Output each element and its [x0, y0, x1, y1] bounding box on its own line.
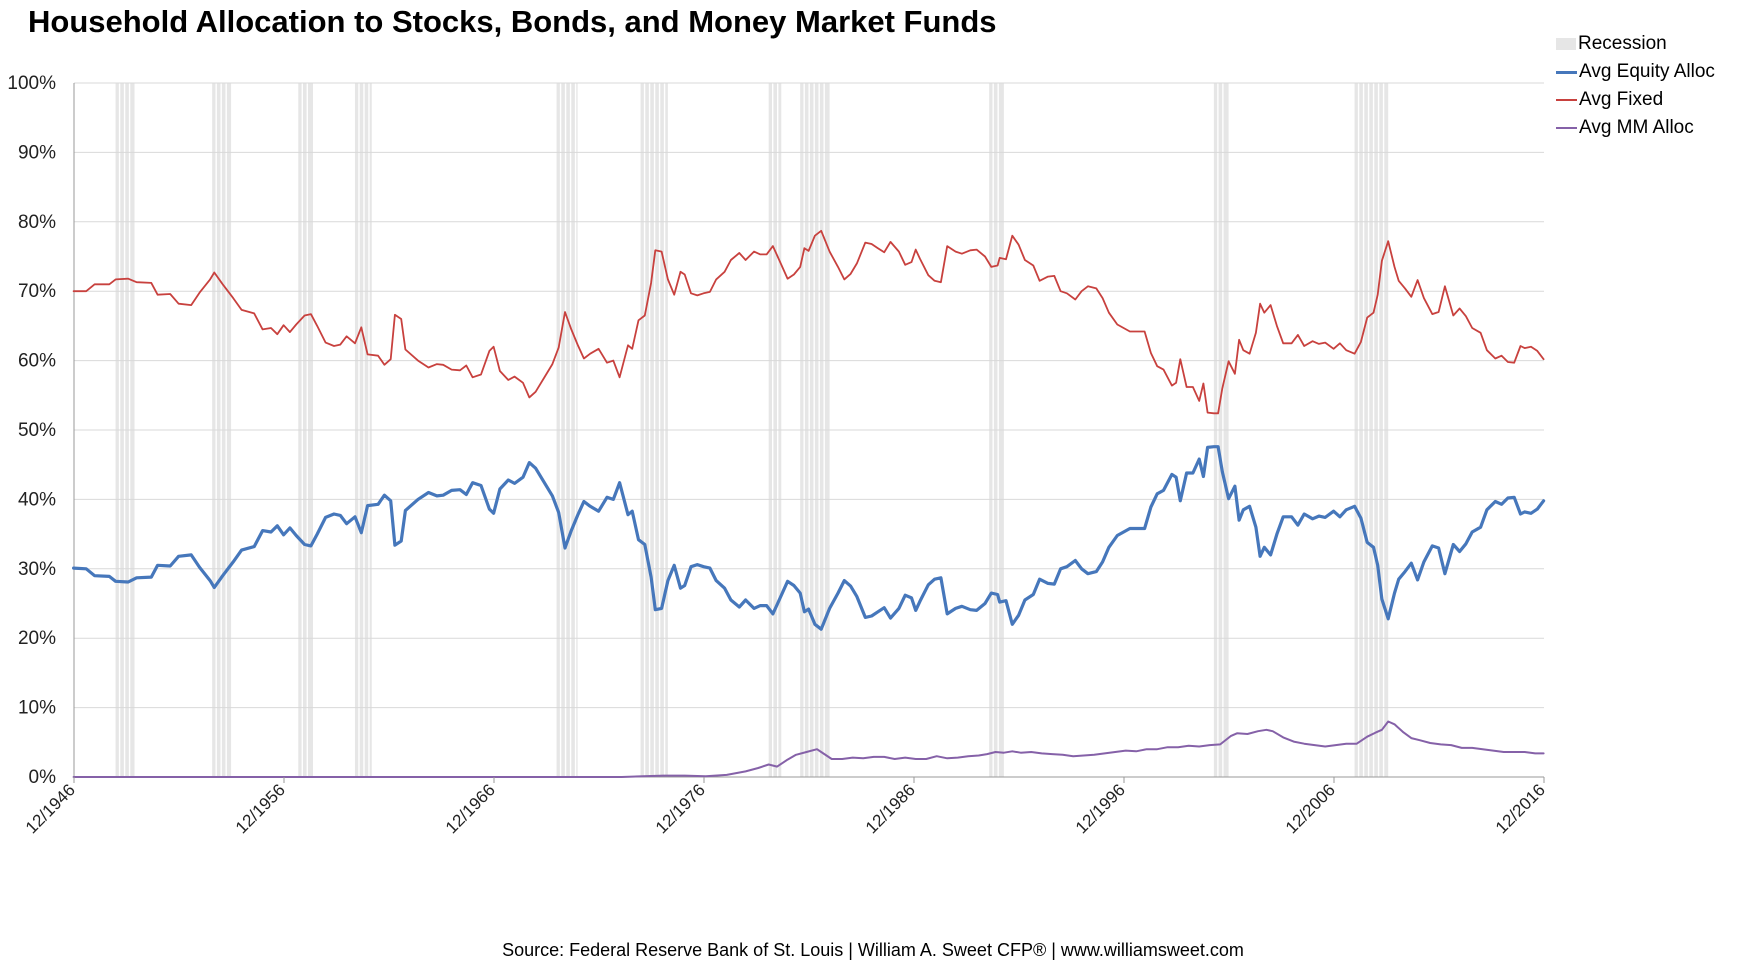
source-credit: Source: Federal Reserve Bank of St. Loui… — [502, 940, 1244, 960]
legend-item-fixed: Avg Fixed — [1556, 86, 1715, 114]
x-tick-labels: 12/1946 12/1956 12/1966 12/1976 12/1986 12/19… — [22, 777, 1549, 837]
y-tick-label: 50% — [18, 420, 56, 441]
legend-label-mm: Avg MM Alloc — [1579, 117, 1694, 138]
series-line-equity — [72, 445, 1546, 631]
y-tick-label: 10% — [18, 698, 56, 719]
x-tick-label: 12/2006 — [1282, 780, 1339, 837]
gridlines — [74, 82, 1544, 709]
y-tick-label: 90% — [18, 142, 56, 163]
equity-swatch — [1556, 70, 1577, 74]
x-tick-label: 12/1986 — [862, 780, 919, 837]
y-tick-label: 70% — [18, 281, 56, 302]
y-tick-label: 60% — [18, 351, 56, 372]
series-lines — [72, 229, 1546, 778]
y-tick-label: 0% — [29, 767, 57, 788]
series-line-mm — [72, 720, 1545, 778]
x-tick-label: 12/2016 — [1492, 780, 1549, 837]
x-tick-label: 12/1966 — [442, 780, 499, 837]
x-tick-label: 12/1956 — [232, 780, 289, 837]
recession-swatch — [1556, 38, 1576, 50]
chart-title: Household Allocation to Stocks, Bonds, a… — [28, 4, 997, 39]
x-tick-label: 12/1946 — [22, 780, 79, 837]
y-tick-labels: 0% 10% 20% 30% 40% 50% 60% 70% 80% 90% 100% — [7, 73, 56, 788]
legend-label-equity: Avg Equity Alloc — [1579, 61, 1715, 82]
mm-swatch — [1556, 127, 1577, 129]
y-tick-label: 20% — [18, 628, 56, 649]
legend-label-fixed: Avg Fixed — [1579, 89, 1664, 110]
x-tick-label: 12/1996 — [1072, 780, 1129, 837]
legend-label-recession: Recession — [1578, 33, 1667, 54]
legend-item-equity: Avg Equity Alloc — [1556, 58, 1715, 86]
legend-item-recession: Recession — [1556, 30, 1715, 58]
y-tick-label: 30% — [18, 559, 56, 580]
series-line-fixed — [72, 229, 1545, 415]
fixed-swatch — [1556, 99, 1577, 101]
x-tick-label: 12/1976 — [652, 780, 709, 837]
y-tick-label: 40% — [18, 489, 56, 510]
legend: Recession Avg Equity Alloc Avg Fixed Avg… — [1556, 30, 1715, 142]
y-tick-label: 80% — [18, 212, 56, 233]
legend-item-mm: Avg MM Alloc — [1556, 114, 1715, 142]
y-tick-label: 100% — [7, 73, 56, 94]
